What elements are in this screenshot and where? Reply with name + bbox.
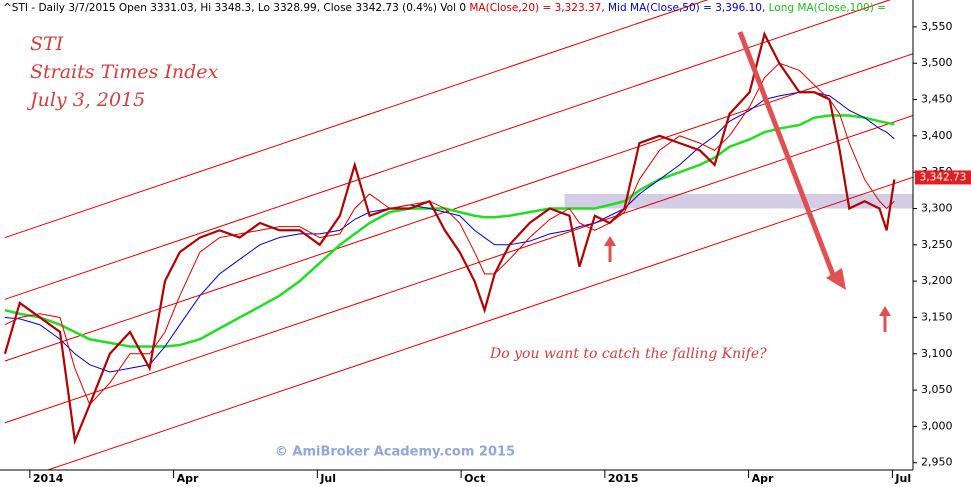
title-line: July 3, 2015 — [26, 89, 145, 111]
last-price-box — [915, 170, 971, 185]
x-tick-label: Jul — [319, 472, 336, 485]
y-tick-label: 3,300 — [921, 201, 953, 214]
channel-line — [4, 53, 913, 362]
y-tick-label: 3,550 — [921, 20, 953, 33]
falling-arrow-head — [826, 268, 846, 290]
last-price-label: 3,342.73 — [920, 171, 967, 183]
channel-line — [4, 115, 913, 424]
header-part: Mid MA(Close,50) = 3,396.10, — [608, 2, 769, 14]
x-tick-label: 2014 — [33, 472, 64, 485]
channel-line — [4, 0, 709, 239]
y-tick-label: 3,250 — [921, 238, 953, 251]
y-tick-label: 3,200 — [921, 274, 953, 287]
up-arrow-head — [604, 236, 616, 246]
y-tick-label: 3,400 — [921, 129, 953, 142]
up-arrow-head — [879, 306, 891, 316]
header: ^STI - Daily 3/7/2015 Open 3331.03, Hi 3… — [3, 2, 886, 14]
x-tick-label: Jul — [894, 472, 911, 485]
y-tick-label: 3,450 — [921, 93, 953, 106]
watermark: © AmiBroker Academy.com 2015 — [275, 445, 515, 460]
x-tick-label: Oct — [464, 472, 485, 485]
support-band — [564, 193, 913, 209]
y-tick-label: 3,050 — [921, 383, 953, 396]
channel-line — [46, 176, 913, 470]
x-tick-label: Apr — [177, 472, 199, 485]
y-tick-label: 3,100 — [921, 347, 953, 360]
y-tick-label: 3,150 — [921, 310, 953, 323]
series-line — [4, 91, 895, 373]
y-tick-label: 3,000 — [921, 419, 953, 432]
annotation: Do you want to catch the falling Knife? — [489, 346, 767, 362]
header-part: ^STI - Daily 3/7/2015 Open 3331.03, Hi 3… — [3, 2, 469, 14]
y-tick-label: 3,500 — [921, 56, 953, 69]
title-line: STI — [30, 33, 64, 55]
series-line — [3, 31, 896, 446]
header-part: Long MA(Close,100) = — [769, 2, 886, 14]
header-part: MA(Close,20) = 3,323.37, — [469, 2, 608, 14]
y-tick-label: 2,950 — [921, 456, 953, 469]
x-tick-label: 2015 — [608, 472, 639, 485]
x-tick-label: Apr — [752, 472, 774, 485]
falling-arrow — [737, 31, 838, 281]
title-line: Straits Times Index — [30, 61, 219, 83]
